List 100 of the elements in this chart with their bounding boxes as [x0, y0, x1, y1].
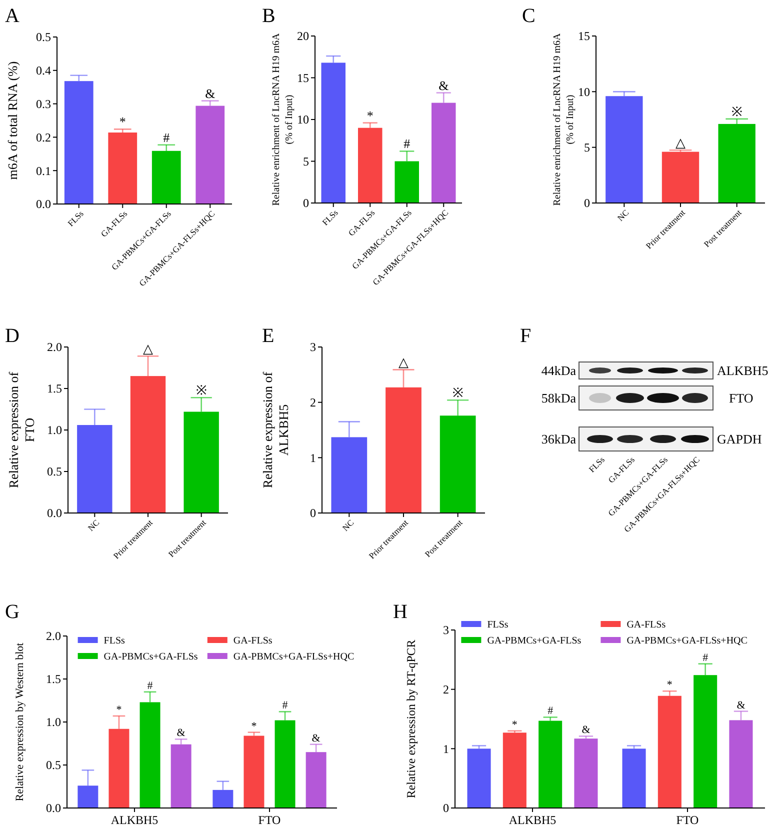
- bar: [431, 102, 456, 203]
- bar: [212, 790, 234, 808]
- y-tick-label: 1.5: [46, 672, 61, 686]
- y-tick-label: 1: [443, 742, 449, 756]
- data-label: *: [366, 108, 374, 123]
- text: GAPDH: [717, 432, 762, 447]
- data-label: #: [548, 705, 554, 718]
- data-label: &: [582, 724, 591, 736]
- bar: [694, 675, 718, 808]
- bar: [108, 132, 138, 204]
- bar: [78, 786, 98, 808]
- bar: [502, 732, 526, 808]
- y-tick-label: 2.0: [46, 629, 61, 644]
- data-label: &: [736, 699, 746, 712]
- data-label: &: [205, 86, 216, 101]
- y-tick-label: 0.2: [36, 130, 51, 144]
- y-tick-label: 2: [310, 396, 316, 410]
- data-label: #: [404, 136, 411, 152]
- text: 36kDa: [541, 432, 576, 447]
- data-label: ※: [452, 385, 464, 400]
- y-axis-title: m6A of total RNA (%): [5, 61, 20, 180]
- chart-title: B: [262, 5, 276, 27]
- legend-label: GA-FLSs: [233, 636, 272, 646]
- y-tick-label: 0: [310, 506, 316, 520]
- data-label: ※: [731, 104, 742, 119]
- x-tick-label: NC: [340, 517, 356, 533]
- y-tick-label: 0: [443, 801, 449, 816]
- y-tick-label: 2.0: [47, 340, 62, 354]
- data-label: ※: [196, 382, 207, 398]
- y-axis-title: Relative expression of ALKBH5: [260, 371, 291, 488]
- bar: [306, 752, 326, 808]
- chart-title: A: [5, 5, 20, 27]
- text: FTO: [729, 390, 754, 406]
- bar: [662, 152, 700, 203]
- bar: [274, 720, 296, 808]
- y-tick-label: 0.0: [47, 506, 62, 520]
- bar: [170, 744, 192, 808]
- y-tick-label: 15: [297, 70, 309, 85]
- bar: [64, 81, 94, 204]
- bar: [321, 62, 346, 203]
- data-label: &: [176, 727, 186, 740]
- data-label: #: [147, 680, 154, 692]
- y-tick-label: 3: [443, 623, 449, 638]
- bar: [718, 124, 756, 203]
- bar: [358, 128, 382, 203]
- bar: [606, 96, 643, 203]
- bar: [331, 437, 368, 513]
- data-label: *: [116, 704, 122, 716]
- bar: [244, 736, 264, 808]
- data-label: *: [512, 718, 518, 731]
- chart-title: G: [5, 601, 20, 623]
- text: 44kDa: [541, 363, 576, 378]
- y-tick-label: 5: [584, 140, 590, 155]
- x-tick-label: NC: [615, 207, 631, 223]
- bar: [538, 720, 562, 808]
- y-tick-label: 0: [303, 196, 309, 210]
- legend-label: GA-PBMCs+GA-FLSs+HQC: [626, 636, 748, 646]
- y-tick-label: 2: [443, 682, 449, 697]
- y-axis-title: Relative expression by Western blot: [14, 642, 26, 802]
- y-tick-label: 0: [584, 196, 590, 210]
- text: 58kDa: [541, 390, 576, 406]
- y-axis-title: Relative expression of FTO: [6, 371, 37, 488]
- y-tick-label: 20: [297, 29, 309, 44]
- bar: [658, 696, 682, 808]
- bar: [130, 376, 166, 513]
- x-tick-label: NC: [86, 517, 102, 533]
- bar: [440, 416, 476, 513]
- bar: [140, 702, 160, 808]
- legend-label: GA-PBMCs+GA-FLSs: [487, 636, 582, 646]
- data-label: #: [282, 700, 288, 712]
- y-tick-label: 1: [310, 450, 316, 465]
- text: F: [520, 325, 532, 347]
- x-tick-label: FTO: [676, 813, 700, 827]
- legend-label: GA-FLSs: [626, 620, 666, 630]
- y-tick-label: 1.5: [47, 382, 62, 396]
- y-tick-label: 10: [297, 112, 309, 127]
- y-tick-label: 0.1: [36, 164, 51, 178]
- bar: [394, 161, 419, 203]
- bar: [574, 738, 598, 808]
- bar: [184, 412, 219, 513]
- data-label: *: [119, 114, 126, 130]
- y-axis-title: Relative enrichment of LncRNA H19 m6A (% of Input): [271, 32, 295, 206]
- y-tick-label: 5: [303, 154, 309, 168]
- y-tick-label: 10: [578, 84, 590, 99]
- y-tick-label: 0.5: [36, 30, 51, 44]
- y-tick-label: 3: [310, 340, 316, 354]
- bar: [108, 728, 130, 808]
- data-label: △: [143, 341, 153, 356]
- x-tick-label: ALKBH5: [508, 813, 556, 827]
- y-tick-label: 15: [578, 29, 590, 44]
- bar: [729, 720, 753, 808]
- chart-title: C: [522, 5, 536, 27]
- legend-label: FLSs: [487, 620, 508, 630]
- data-label: △: [398, 354, 408, 370]
- legend-label: FLSs: [104, 636, 126, 646]
- data-label: #: [163, 130, 170, 145]
- y-tick-label: 0.3: [36, 97, 51, 111]
- data-label: △: [676, 135, 686, 150]
- chart-title: H: [393, 601, 408, 623]
- x-tick-label: ALKBH5: [110, 813, 158, 827]
